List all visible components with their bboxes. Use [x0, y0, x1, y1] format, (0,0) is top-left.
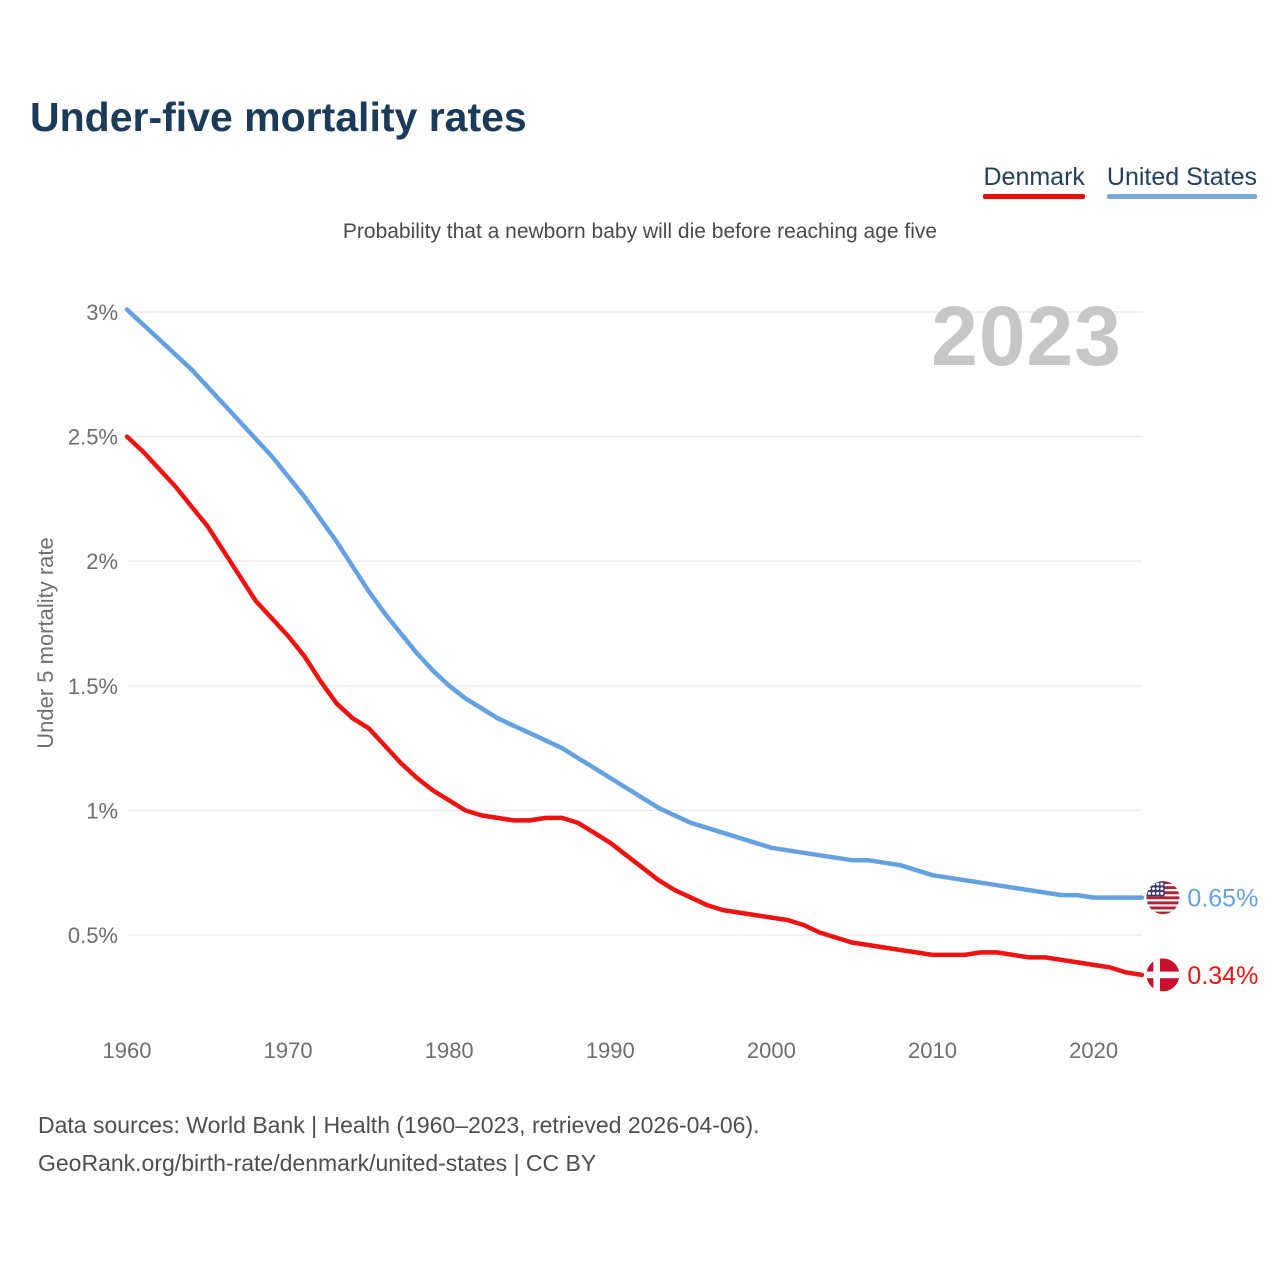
legend-item-denmark[interactable]: Denmark: [983, 162, 1085, 199]
y-axis-title: Under 5 mortality rate: [33, 537, 58, 749]
denmark-flag-icon: [1146, 958, 1180, 992]
y-tick-label: 0.5%: [68, 923, 118, 948]
y-tick-label: 3%: [86, 300, 118, 325]
us-flag-icon: [1146, 881, 1180, 915]
y-tick-label: 2%: [86, 549, 118, 574]
x-tick-label: 2010: [908, 1038, 957, 1063]
denmark-end-label: 0.34%: [1187, 962, 1258, 990]
attribution-line: GeoRank.org/birth-rate/denmark/united-st…: [38, 1150, 597, 1176]
data-sources-line: Data sources: World Bank | Health (1960–…: [38, 1112, 760, 1138]
legend: Denmark United States: [983, 162, 1257, 199]
united-states-line: [124, 307, 1145, 900]
y-tick-label: 2.5%: [68, 425, 118, 450]
legend-item-united-states[interactable]: United States: [1106, 162, 1257, 199]
legend-label-united-states: United States: [1106, 163, 1257, 191]
legend-label-denmark: Denmark: [983, 163, 1085, 191]
page-title: Under-five mortality rates: [30, 94, 527, 140]
x-tick-label: 1980: [425, 1038, 474, 1063]
y-tick-label: 1%: [86, 798, 118, 823]
x-tick-label: 1990: [586, 1038, 635, 1063]
legend-underline-united-states: [1106, 194, 1257, 199]
denmark-line: [124, 434, 1145, 978]
footer: Data sources: World Bank | Health (1960–…: [38, 1106, 760, 1182]
x-tick-label: 1960: [103, 1038, 152, 1063]
chart-subtitle: Probability that a newborn baby will die…: [342, 220, 938, 243]
x-tick-label: 2000: [747, 1038, 796, 1063]
y-tick-label: 1.5%: [68, 674, 118, 699]
x-tick-label: 2020: [1069, 1038, 1118, 1063]
gridlines: 0.5% 1% 1.5% 2% 2.5% 3%: [68, 300, 1142, 948]
year-watermark: 2023: [931, 289, 1122, 383]
united-states-end-label: 0.65%: [1187, 885, 1258, 913]
x-tick-label: 1970: [264, 1038, 313, 1063]
legend-underline-denmark: [983, 194, 1085, 199]
